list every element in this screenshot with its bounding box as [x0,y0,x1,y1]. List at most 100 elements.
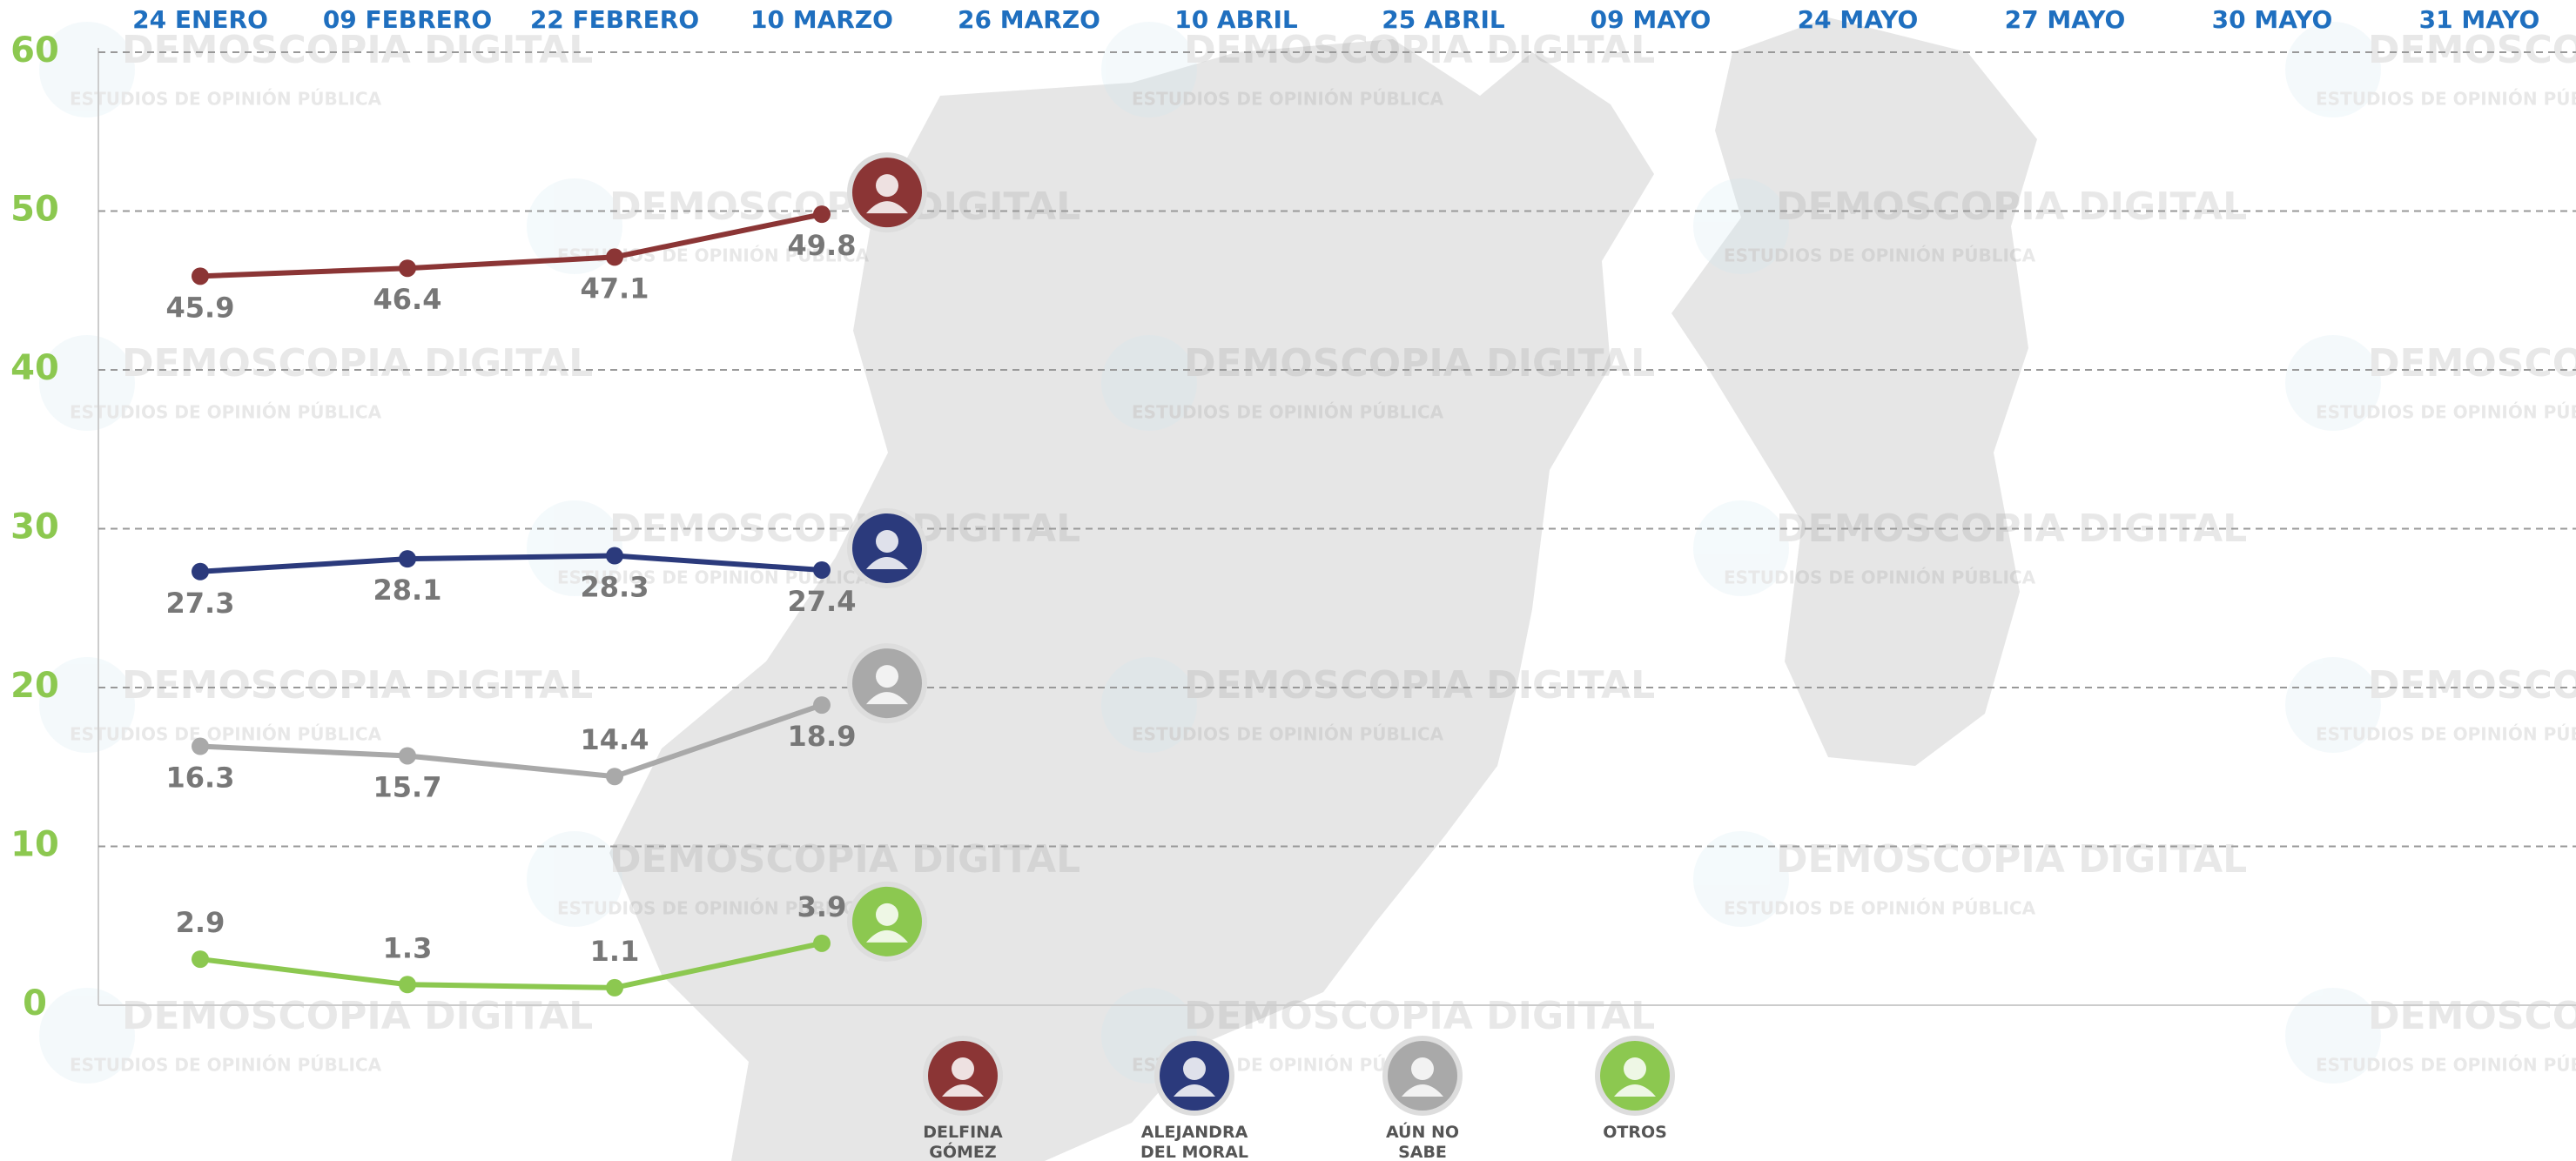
data-point [192,737,209,755]
data-point [813,696,831,715]
watermark-text: DEMOSCOPIA DIGITAL [2368,28,2576,72]
x-tick-label: 24 MAYO [1798,5,1919,34]
legend-label: DELFINA GÓMEZ [923,1123,1003,1161]
data-point [606,248,623,266]
watermark-text: DEMOSCOPIA DIGITAL [122,28,593,72]
data-label: 1.3 [383,931,433,964]
legend-marker [1382,1036,1463,1116]
data-label: 1.1 [590,935,640,968]
data-label: 15.7 [373,770,442,803]
data-point [192,950,209,969]
watermark: DEMOSCOPIA DIGITAL ESTUDIOS DE OPINIÓN PÚ… [2285,657,2576,753]
watermark: DEMOSCOPIA DIGITAL ESTUDIOS DE OPINIÓN PÚ… [2285,22,2576,117]
x-tick-label: 10 ABRIL [1174,5,1298,34]
data-point [192,562,209,580]
data-point [813,205,831,224]
data-label: 14.4 [581,723,649,756]
watermark-subtitle: ESTUDIOS DE OPINIÓN PÚBLICA [2316,724,2576,745]
watermark-logo [2285,335,2381,431]
x-tick-label: 31 MAYO [2419,5,2540,34]
series-line [199,940,823,990]
map-background [1671,17,2037,766]
watermark-subtitle: ESTUDIOS DE OPINIÓN PÚBLICA [70,724,382,745]
data-label: 3.9 [797,890,847,923]
watermark: DEMOSCOPIA DIGITAL ESTUDIOS DE OPINIÓN PÚ… [1101,657,1655,753]
watermark-subtitle: ESTUDIOS DE OPINIÓN PÚBLICA [70,402,382,423]
watermark-text: DEMOSCOPIA DIGITAL [1184,663,1655,708]
avatar-head [876,903,898,926]
watermark-text: DEMOSCOPIA DIGITAL [2368,663,2576,708]
legend-marker [923,1036,1003,1116]
data-label: 28.3 [581,571,649,604]
watermark-subtitle: ESTUDIOS DE OPINIÓN PÚBLICA [1724,567,2036,588]
avatar-body [1614,1084,1656,1097]
watermark: DEMOSCOPIA DIGITAL ESTUDIOS DE OPINIÓN PÚ… [1101,335,1655,431]
data-point [606,768,623,786]
watermark-text: DEMOSCOPIA DIGITAL [2368,341,2576,386]
data-point [606,547,623,565]
data-point [399,550,416,568]
watermark-subtitle: ESTUDIOS DE OPINIÓN PÚBLICA [1132,402,1444,423]
watermark-logo [39,335,135,431]
watermark-logo [2285,988,2381,1084]
data-label: 46.4 [373,283,442,316]
x-tick-label: 09 FEBRERO [323,5,492,34]
data-label: 28.1 [373,574,442,607]
watermark-subtitle: ESTUDIOS DE OPINIÓN PÚBLICA [1724,898,2036,919]
series-line [199,211,823,279]
y-tick-label: 10 [10,825,59,865]
watermark-text: DEMOSCOPIA DIGITAL [2368,994,2576,1038]
data-point [192,267,209,285]
data-label: 47.1 [581,272,649,305]
watermark-subtitle: ESTUDIOS DE OPINIÓN PÚBLICA [70,1055,382,1076]
watermark-subtitle: ESTUDIOS DE OPINIÓN PÚBLICA [1132,724,1444,745]
watermark-text: DEMOSCOPIA DIGITAL [1184,341,1655,386]
avatar-head [876,529,898,553]
watermark-logo [527,831,622,927]
watermark-subtitle: ESTUDIOS DE OPINIÓN PÚBLICA [2316,89,2576,110]
data-label: 18.9 [788,720,857,753]
data-label: 16.3 [166,762,235,795]
y-tick-label: 0 [23,983,47,1023]
x-tick-label: 26 MARZO [958,5,1100,34]
avatar-head [952,1057,974,1080]
watermark-logo [1693,831,1789,927]
watermark-logo [1101,657,1197,753]
legend-label: OTROS [1603,1123,1667,1142]
x-tick-label: 10 MARZO [750,5,893,34]
x-tick-label: 09 MAYO [1591,5,1712,34]
watermark-logo [1693,500,1789,596]
watermark-subtitle: ESTUDIOS DE OPINIÓN PÚBLICA [1132,89,1444,110]
watermark-logo [2285,657,2381,753]
avatar-head [876,174,898,198]
watermark: DEMOSCOPIA DIGITAL ESTUDIOS DE OPINIÓN PÚ… [2285,335,2576,431]
data-label: 2.9 [176,906,225,939]
data-label: 27.4 [788,585,857,618]
watermark-text: DEMOSCOPIA DIGITAL [122,994,593,1038]
map-background [609,39,1654,1161]
watermark-subtitle: ESTUDIOS DE OPINIÓN PÚBLICA [2316,402,2576,423]
watermark-text: DEMOSCOPIA DIGITAL [1776,185,2247,229]
watermark-text: DEMOSCOPIA DIGITAL [122,663,593,708]
watermark-subtitle: ESTUDIOS DE OPINIÓN PÚBLICA [2316,1055,2576,1076]
avatar-head [1411,1057,1434,1080]
watermark-logo [1101,22,1197,117]
watermark-text: DEMOSCOPIA DIGITAL [609,185,1080,229]
data-point [813,934,831,952]
avatar-head [1624,1057,1646,1080]
y-tick-label: 40 [10,348,59,388]
legend-label: ALEJANDRA DEL MORAL [1140,1123,1248,1161]
series-line [199,553,823,574]
avatar-body [866,556,908,569]
watermark-logo [1693,178,1789,274]
series-avatar [847,507,927,588]
watermark: DEMOSCOPIA DIGITAL ESTUDIOS DE OPINIÓN PÚ… [39,988,593,1084]
avatar-body [1402,1084,1443,1097]
x-tick-label: 25 ABRIL [1382,5,1505,34]
